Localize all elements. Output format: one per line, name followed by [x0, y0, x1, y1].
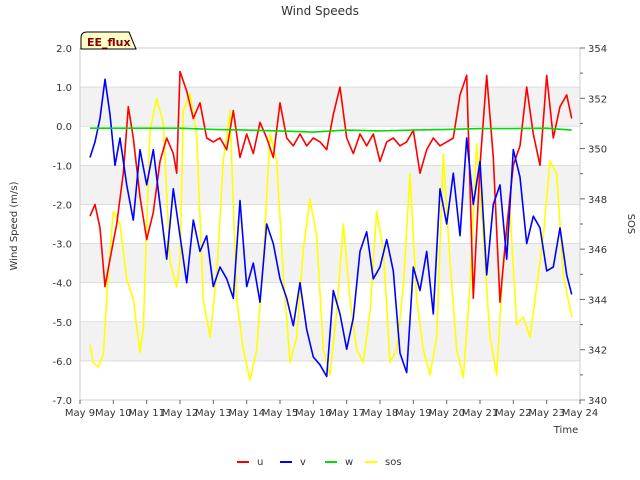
y2-axis-label: SOS: [625, 214, 636, 235]
y2-tick-label: 344: [588, 295, 607, 306]
legend-label-v: v: [300, 457, 306, 468]
band: [80, 87, 580, 127]
y2-tick-label: 348: [588, 195, 607, 206]
x-tick-label: May 24: [562, 408, 599, 419]
band: [80, 243, 580, 283]
y-tick-label: 2.0: [56, 44, 72, 55]
y2-tick-label: 354: [588, 44, 607, 55]
x-tick-label: May 17: [328, 408, 365, 419]
legend: u v w sos: [237, 457, 402, 468]
y-tick-label: 1.0: [56, 83, 72, 94]
y-tick-label: 0.0: [56, 122, 72, 133]
band: [80, 165, 580, 205]
legend-label-u: u: [257, 457, 263, 468]
x-tick-label: May 14: [228, 408, 265, 419]
x-tick-label: May 13: [195, 408, 232, 419]
y2-tick-label: 350: [588, 145, 607, 156]
series-line-w: [90, 127, 572, 133]
x-tick-label: May 20: [428, 408, 465, 419]
x-tick-label: May 23: [528, 408, 565, 419]
x-tick-label: May 16: [295, 408, 332, 419]
x-tick-label: May 11: [128, 408, 165, 419]
y-tick-label: -1.0: [52, 161, 72, 172]
series-line-sos: [89, 92, 573, 381]
y-tick-label: -7.0: [52, 396, 72, 407]
x-tick-label: May 12: [162, 408, 199, 419]
y-tick-label: -2.0: [52, 200, 72, 211]
y2-tick-label: 352: [588, 94, 607, 105]
y-axis-label: Wind Speed (m/s): [9, 181, 20, 270]
x-tick-label: May 19: [395, 408, 432, 419]
y2-tick-label: 346: [588, 245, 607, 256]
badge-text: EE_flux: [87, 36, 131, 49]
ee-flux-badge: EE_flux: [80, 31, 137, 50]
legend-label-sos: sos: [385, 457, 402, 468]
chart-title: Wind Speeds: [281, 4, 359, 18]
x-tick-label: May 22: [495, 408, 532, 419]
legend-label-w: w: [345, 457, 353, 468]
x-tick-label: May 18: [362, 408, 399, 419]
x-axis-label: Time: [553, 425, 578, 436]
x-tick-label: May 15: [262, 408, 299, 419]
y-axis-right-ticks: 354 352 350 348 346 344 342 340: [580, 44, 607, 407]
x-tick-label: May 10: [95, 408, 132, 419]
x-tick-label: May 9: [65, 408, 95, 419]
series-line-v: [89, 78, 573, 378]
y-tick-label: -6.0: [52, 357, 72, 368]
y-tick-label: -4.0: [52, 279, 72, 290]
y2-tick-label: 340: [588, 396, 607, 407]
series-lines: [89, 70, 573, 381]
y-tick-label: -5.0: [52, 318, 72, 329]
y-axis-left-ticks: 2.0 1.0 0.0 -1.0 -2.0 -3.0 -4.0 -5.0 -6.0 -7.0: [52, 44, 72, 407]
series-line-u: [89, 70, 573, 304]
y-tick-label: -3.0: [52, 240, 72, 251]
y2-tick-label: 342: [588, 346, 607, 357]
x-tick-label: May 21: [462, 408, 499, 419]
